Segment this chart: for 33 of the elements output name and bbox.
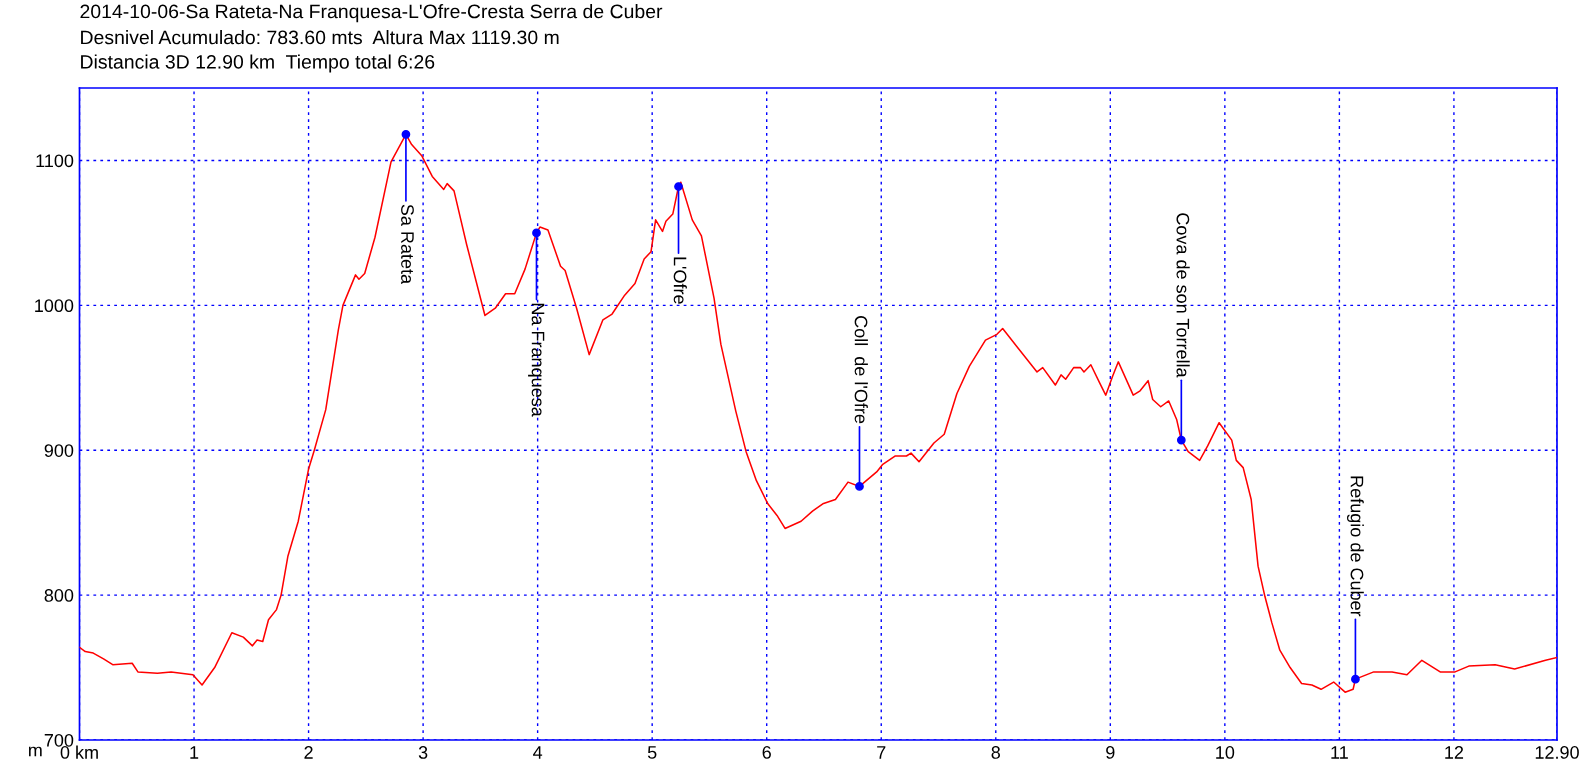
annotation: L'Ofre <box>673 257 687 304</box>
point <box>1176 435 1186 445</box>
annotation: Coll de l'Ofre <box>854 316 868 424</box>
annotation: Cova de son Torrella <box>1176 213 1190 378</box>
x-tick-label: 11 <box>1331 746 1348 759</box>
x-tick-label: 7 <box>877 746 886 759</box>
x-tick-label: 9 <box>1106 746 1115 759</box>
annotation: Refugio de Cuber <box>1347 476 1364 617</box>
point <box>401 129 411 139</box>
chart-title: 2014-10-06-Sa Rateta-Na Franquesa-L'Ofre-Cresta Serra de Cuber <box>80 4 663 23</box>
y-tick-label: 1000 <box>35 299 74 313</box>
point <box>674 182 683 191</box>
point <box>1351 674 1360 684</box>
x-tick-label: 1 <box>190 746 199 759</box>
x-tick-label: 5 <box>647 746 657 759</box>
x-tick-label: 6 <box>762 746 771 759</box>
x-tick-label: 8 <box>991 746 1001 759</box>
x-tick-label: 3 <box>418 746 428 759</box>
x-tick-label: 10 <box>1216 746 1235 759</box>
y-tick-label: 900 <box>44 444 74 457</box>
y-tick-label: 800 <box>44 589 74 602</box>
chart-subtitle: Desnivel Acumulado: 783.60 mts Altura Max 1119.30 m Distancia 3D 12.90 km Tiempo total 6:26 <box>81 30 559 73</box>
y-tick-label: 1100 <box>36 154 74 168</box>
y-axis-title: m <box>28 746 42 757</box>
x-tick-label: 4 <box>533 746 543 759</box>
x-tick-label: 2 <box>304 746 313 759</box>
point <box>855 482 864 491</box>
y-tick-label: 700 <box>44 733 74 747</box>
x-tick-label: 12 <box>1445 746 1464 759</box>
annotation: Sa Rateta <box>401 204 414 285</box>
point <box>532 228 541 238</box>
annotation: Na Franquesa <box>528 303 545 417</box>
x-tick-label: 12.90 <box>1535 746 1579 759</box>
